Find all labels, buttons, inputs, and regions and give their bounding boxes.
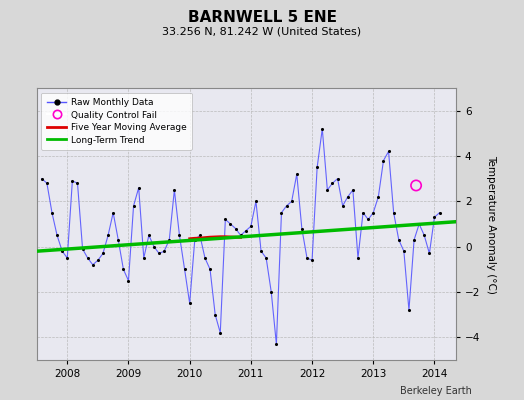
- Point: [83, 255, 92, 261]
- Point: [99, 250, 107, 257]
- Legend: Raw Monthly Data, Quality Control Fail, Five Year Moving Average, Long-Term Tren: Raw Monthly Data, Quality Control Fail, …: [41, 92, 192, 150]
- Text: BARNWELL 5 ENE: BARNWELL 5 ENE: [188, 10, 336, 25]
- Point: [145, 232, 153, 238]
- Point: [73, 180, 82, 186]
- Point: [150, 244, 158, 250]
- Point: [400, 248, 408, 254]
- Point: [252, 198, 260, 204]
- Point: [43, 180, 51, 186]
- Point: [129, 203, 138, 209]
- Point: [389, 210, 398, 216]
- Point: [242, 228, 250, 234]
- Point: [63, 255, 71, 261]
- Point: [160, 248, 168, 254]
- Point: [282, 203, 291, 209]
- Point: [379, 157, 388, 164]
- Point: [236, 232, 245, 238]
- Point: [420, 232, 429, 238]
- Point: [180, 266, 189, 272]
- Text: 33.256 N, 81.242 W (United States): 33.256 N, 81.242 W (United States): [162, 26, 362, 36]
- Point: [410, 237, 418, 243]
- Point: [303, 255, 311, 261]
- Point: [175, 232, 183, 238]
- Point: [435, 210, 444, 216]
- Point: [79, 246, 87, 252]
- Point: [221, 216, 230, 223]
- Point: [318, 126, 326, 132]
- Point: [298, 225, 306, 232]
- Point: [232, 225, 240, 232]
- Point: [48, 210, 56, 216]
- Point: [257, 248, 265, 254]
- Point: [344, 194, 352, 200]
- Point: [308, 257, 316, 264]
- Text: Berkeley Earth: Berkeley Earth: [400, 386, 472, 396]
- Point: [272, 341, 280, 347]
- Point: [374, 194, 383, 200]
- Point: [364, 216, 373, 223]
- Point: [328, 180, 336, 186]
- Point: [124, 278, 133, 284]
- Point: [201, 255, 209, 261]
- Point: [89, 262, 97, 268]
- Point: [348, 187, 357, 193]
- Point: [155, 250, 163, 257]
- Point: [339, 203, 347, 209]
- Point: [109, 210, 117, 216]
- Point: [313, 164, 321, 170]
- Point: [385, 148, 393, 155]
- Point: [292, 171, 301, 177]
- Point: [247, 223, 255, 230]
- Point: [405, 307, 413, 313]
- Point: [369, 210, 377, 216]
- Point: [185, 300, 194, 306]
- Point: [354, 255, 362, 261]
- Point: [170, 187, 179, 193]
- Point: [425, 250, 433, 257]
- Point: [38, 176, 46, 182]
- Point: [104, 232, 112, 238]
- Point: [206, 266, 214, 272]
- Point: [395, 237, 403, 243]
- Point: [430, 214, 439, 220]
- Point: [53, 232, 61, 238]
- Point: [412, 182, 420, 189]
- Point: [262, 255, 270, 261]
- Point: [135, 184, 143, 191]
- Point: [165, 237, 173, 243]
- Y-axis label: Temperature Anomaly (°C): Temperature Anomaly (°C): [486, 154, 496, 294]
- Point: [119, 266, 127, 272]
- Point: [323, 187, 332, 193]
- Point: [288, 198, 296, 204]
- Point: [226, 221, 235, 227]
- Point: [68, 178, 77, 184]
- Point: [211, 312, 220, 318]
- Point: [277, 210, 286, 216]
- Point: [195, 232, 204, 238]
- Point: [415, 221, 423, 227]
- Point: [359, 210, 367, 216]
- Point: [333, 176, 342, 182]
- Point: [114, 237, 123, 243]
- Point: [267, 289, 276, 295]
- Point: [191, 237, 199, 243]
- Point: [94, 257, 102, 264]
- Point: [216, 330, 224, 336]
- Point: [58, 248, 67, 254]
- Point: [139, 255, 148, 261]
